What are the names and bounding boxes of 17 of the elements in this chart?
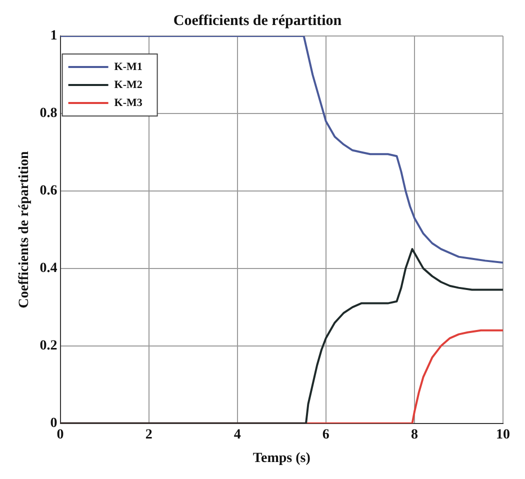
chart-title: Coefficients de répartition bbox=[173, 12, 342, 29]
x-axis-title: Temps (s) bbox=[252, 451, 311, 466]
y-tick-label: 0 bbox=[50, 416, 58, 432]
y-tick-label: 0.8 bbox=[40, 106, 58, 122]
y-axis-title: Coefficients de répartition bbox=[17, 150, 32, 308]
legend-label: K-M3 bbox=[114, 96, 143, 109]
legend-label: K-M2 bbox=[114, 78, 143, 91]
y-tick-label: 0.2 bbox=[40, 338, 58, 354]
x-tick-label: 8 bbox=[410, 427, 418, 442]
x-tick-label: 6 bbox=[322, 427, 330, 442]
y-tick-label: 0.4 bbox=[40, 261, 58, 276]
x-tick-label: 2 bbox=[145, 427, 152, 442]
y-tick-label: 0.6 bbox=[40, 184, 58, 199]
x-tick-label: 10 bbox=[496, 427, 510, 442]
y-tick-label: 1 bbox=[50, 28, 58, 44]
legend-label: K-M1 bbox=[114, 60, 142, 73]
x-tick-label: 4 bbox=[234, 427, 241, 442]
